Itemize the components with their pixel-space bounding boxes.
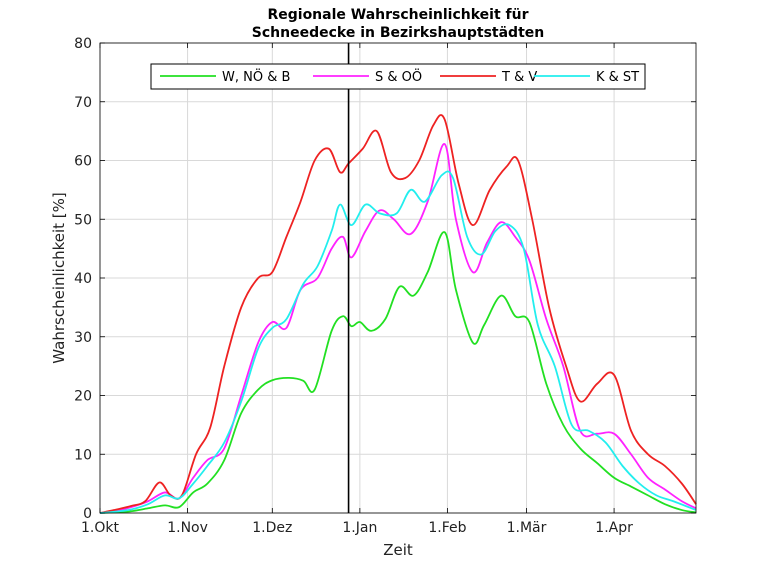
legend-label-1: S & OÖ xyxy=(375,68,422,85)
y-tick-label-4: 40 xyxy=(74,271,92,287)
y-tick-label-3: 30 xyxy=(74,330,92,346)
y-axis-label: Wahrscheinlichkeit [%] xyxy=(50,192,68,363)
x-axis-label: Zeit xyxy=(383,541,413,559)
y-tick-label-5: 50 xyxy=(74,212,92,228)
y-tick-label-1: 10 xyxy=(74,447,92,463)
y-tick-label-2: 20 xyxy=(74,389,92,405)
y-tick-label-8: 80 xyxy=(74,36,92,52)
x-tick-label-3: 1.Jan xyxy=(342,520,377,536)
x-tick-label-1: 1.Nov xyxy=(167,520,208,536)
x-tick-label-2: 1.Dez xyxy=(252,520,292,536)
y-axis-ticks: 0 10 20 30 40 50 60 70 80 xyxy=(74,36,696,522)
x-tick-label-4: 1.Feb xyxy=(428,520,466,536)
y-tick-label-0: 0 xyxy=(83,506,92,522)
chart-title-line-1: Regionale Wahrscheinlichkeit für xyxy=(267,7,528,23)
x-tick-label-5: 1.Mär xyxy=(507,520,547,536)
legend: W, NÖ & B S & OÖ T & V K & ST xyxy=(150,63,646,90)
x-axis-ticks: 1.Okt 1.Nov 1.Dez 1.Jan 1.Feb 1.Mär 1.Apr xyxy=(81,43,633,536)
series-layer xyxy=(99,114,697,514)
x-tick-label-6: 1.Apr xyxy=(595,520,633,536)
series-line-0 xyxy=(99,231,697,514)
chart-title-line-2: Schneedecke in Bezirkshauptstädten xyxy=(252,25,544,41)
legend-label-3: K & ST xyxy=(596,70,639,85)
legend-label-2: T & V xyxy=(501,70,537,85)
series-line-2 xyxy=(99,114,697,514)
x-tick-label-0: 1.Okt xyxy=(81,520,119,536)
series-line-3 xyxy=(99,170,697,514)
y-tick-label-6: 60 xyxy=(74,154,92,170)
y-tick-label-7: 70 xyxy=(74,95,92,111)
legend-label-0: W, NÖ & B xyxy=(222,68,290,85)
